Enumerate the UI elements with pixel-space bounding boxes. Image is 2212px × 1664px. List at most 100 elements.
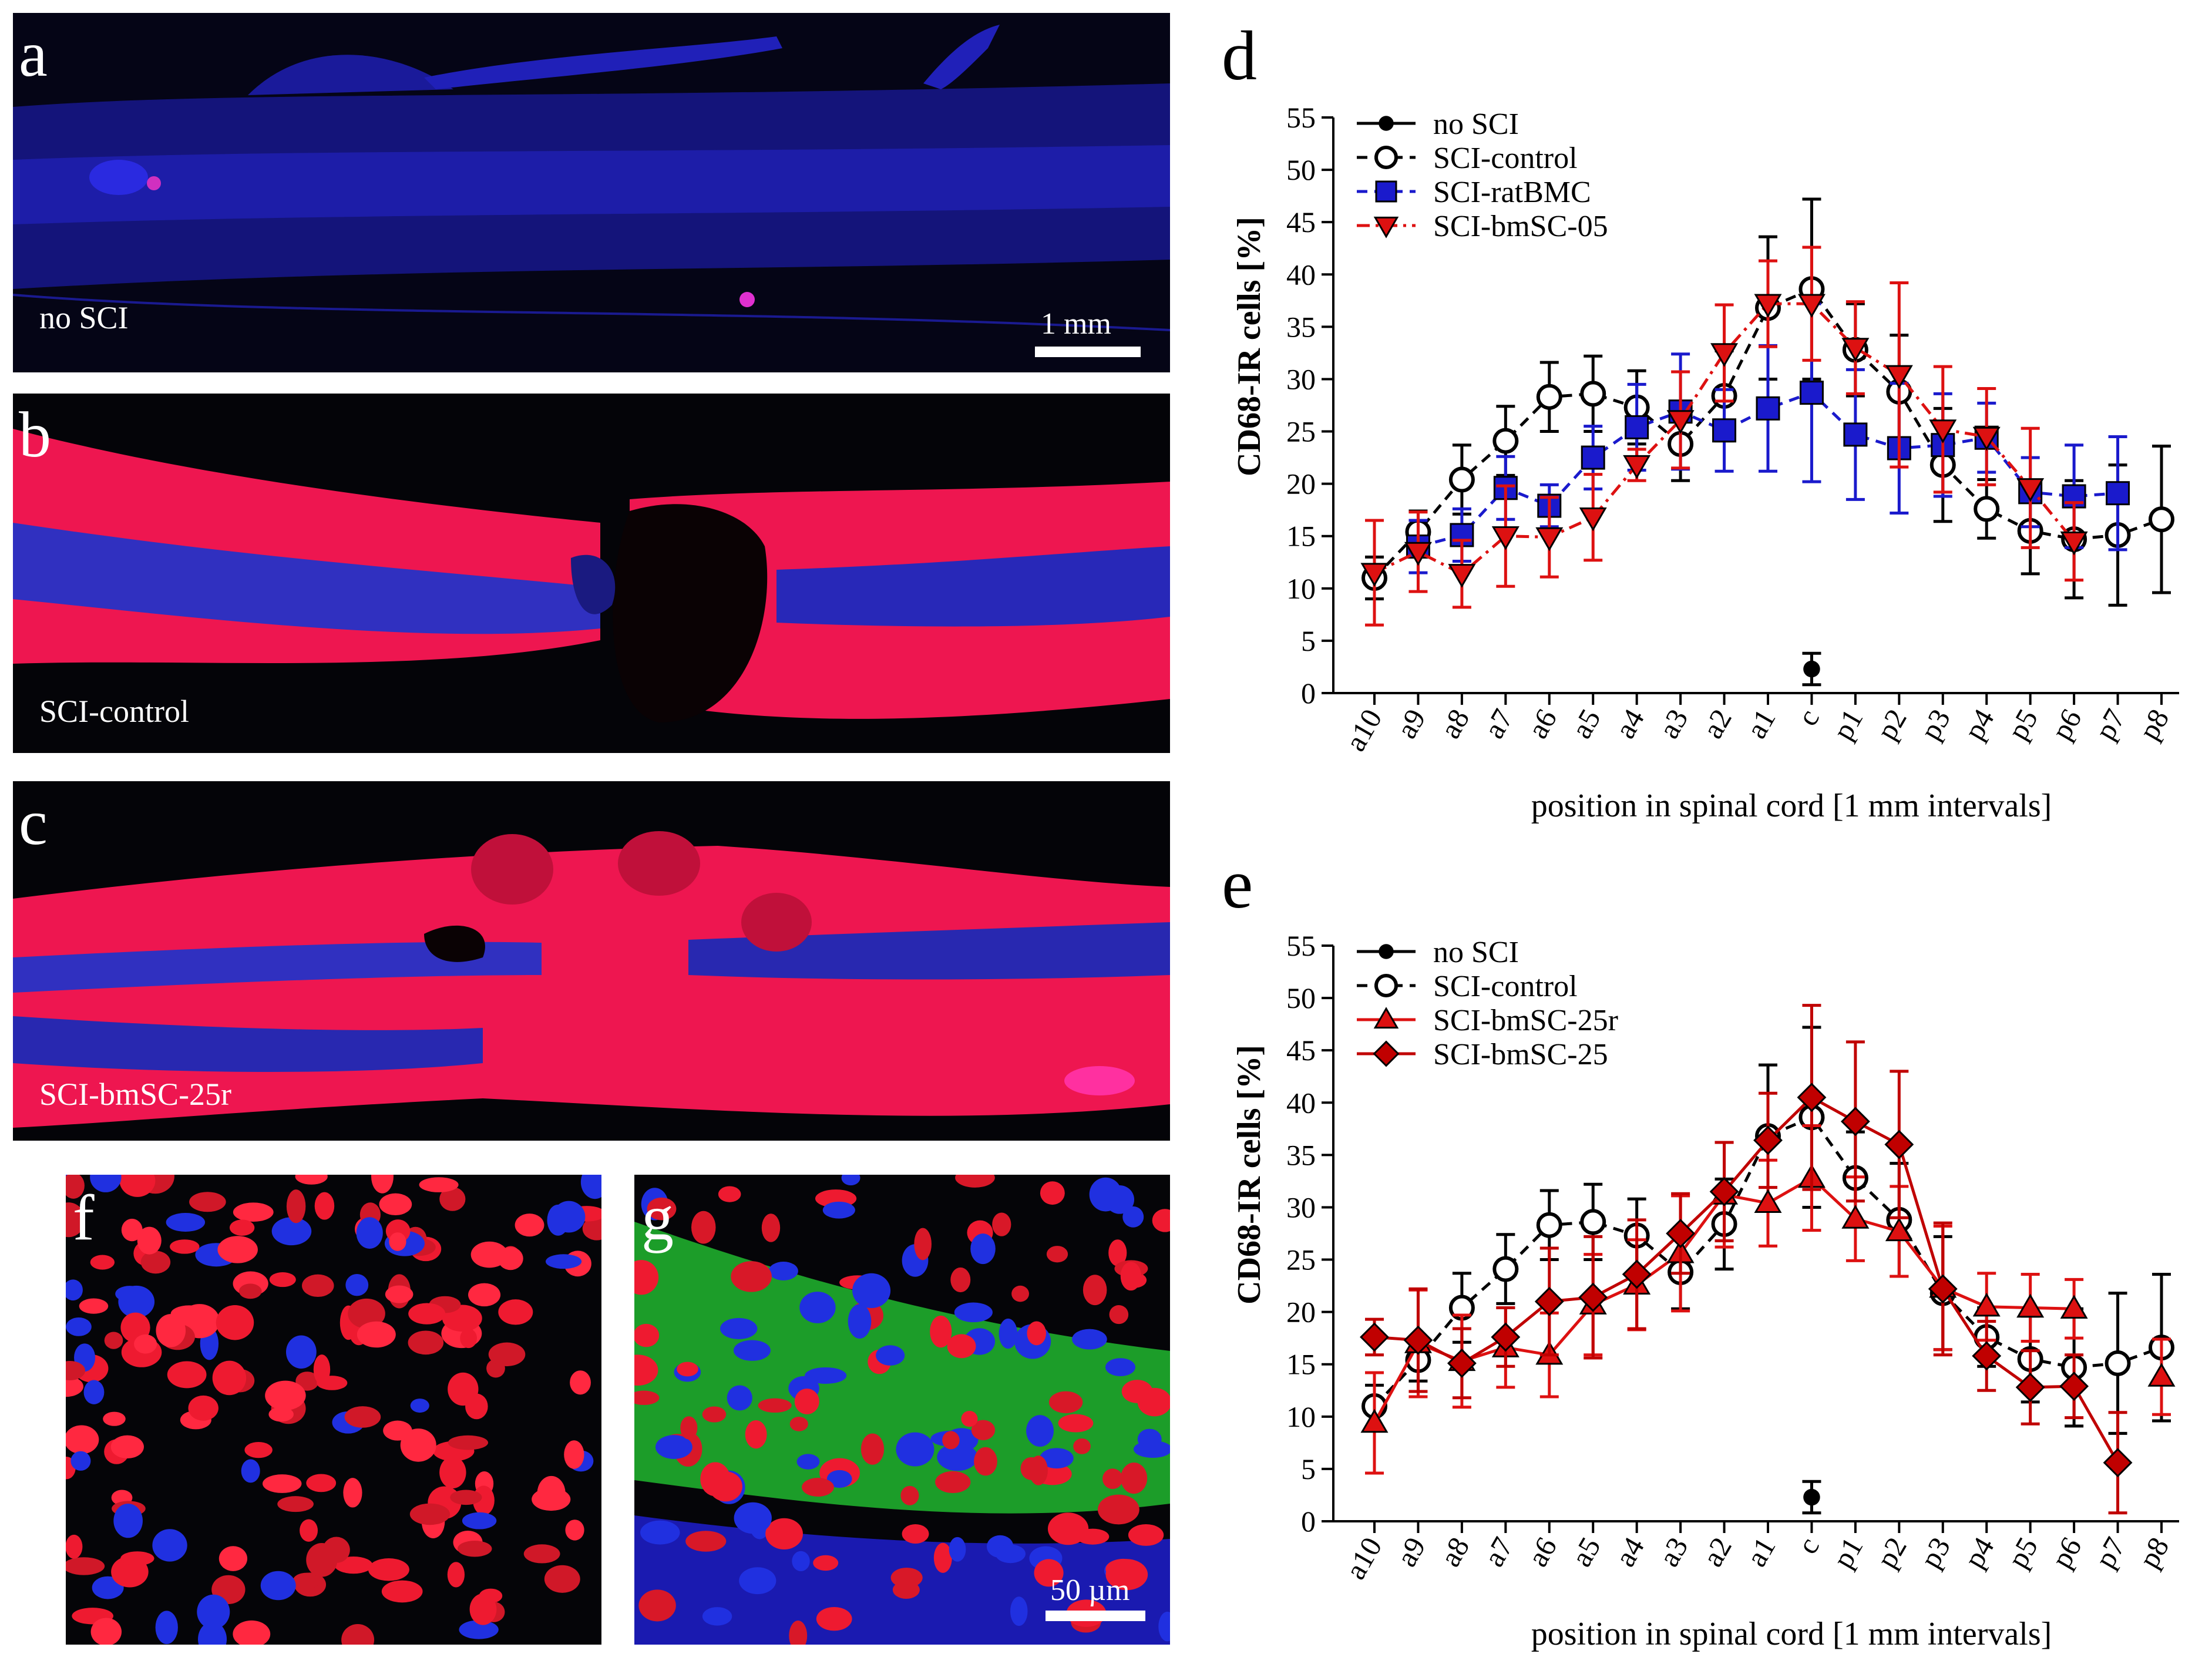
cell-blob (459, 1620, 499, 1639)
cell-blob (462, 1512, 497, 1529)
cell-blob (197, 1594, 230, 1629)
cell-blob (345, 1273, 369, 1296)
cell-blob (638, 1589, 676, 1622)
data-point (1536, 1212, 1562, 1238)
cell-blob (1010, 1596, 1028, 1626)
series-no-sci (1802, 1480, 1821, 1515)
data-point (1360, 1408, 1389, 1433)
cell-blob (634, 1390, 660, 1406)
cell-blob (357, 1321, 396, 1348)
cell-blob (66, 1175, 85, 1199)
x-tick-label: a9 (1390, 704, 1432, 744)
cell-blob (634, 1323, 660, 1347)
legend-marker (1373, 1040, 1400, 1067)
cell-blob (995, 1544, 1026, 1564)
data-point (1623, 455, 1651, 479)
data-point (1928, 1274, 1958, 1304)
cell-blob (1040, 1181, 1065, 1205)
cell-blob (189, 1192, 226, 1212)
cell-blob (70, 1451, 91, 1471)
cell-blob (691, 1211, 716, 1244)
legend-label: SCI-control (1433, 142, 1578, 175)
cell-blob (1105, 1559, 1148, 1591)
cell-blob (1011, 1285, 1029, 1302)
scale-label-a: 1 mm (1041, 307, 1111, 341)
cell-blob (348, 1298, 385, 1329)
y-tick-label: 45 (1286, 1034, 1316, 1067)
cell-blob (954, 1302, 993, 1323)
cell-blob (115, 1286, 144, 1302)
cell-blob (470, 1241, 508, 1268)
cell-blob (1128, 1524, 1164, 1546)
data-point (1797, 294, 1826, 318)
cell-blob (314, 1192, 335, 1220)
legend-label: no SCI (1433, 936, 1519, 969)
cell-blob (582, 1216, 601, 1241)
cell-blob (955, 1175, 995, 1188)
cell-blob (1027, 1321, 1046, 1346)
cell-blob (1105, 1185, 1135, 1214)
y-tick-label: 30 (1286, 362, 1316, 395)
legend-label: SCI-bmSC-25r (1433, 1004, 1618, 1037)
cell-blob (300, 1519, 318, 1542)
data-point (1403, 1325, 1433, 1355)
cell-blob (902, 1524, 929, 1544)
cell-blob (1097, 1494, 1139, 1525)
x-tick-label: a8 (1433, 704, 1475, 744)
cell-blob (677, 1362, 698, 1377)
cell-blob (334, 1556, 373, 1574)
condition-label-c: SCI-bmSC-25r (39, 1077, 232, 1112)
data-point (1754, 1189, 1782, 1213)
y-tick-label: 5 (1301, 1453, 1316, 1485)
cell-blob (826, 1470, 852, 1488)
cell-blob (1083, 1275, 1107, 1306)
cell-blob (120, 1551, 154, 1566)
x-tick-label: c (1790, 1532, 1826, 1559)
cell-blob (468, 1283, 501, 1307)
x-tick-label: p4 (1957, 704, 2000, 745)
cell-blob (896, 1432, 934, 1467)
cell-blob (113, 1503, 143, 1538)
y-tick-label: 20 (1286, 468, 1316, 500)
cell-blob (745, 1420, 767, 1449)
x-tick-label: a5 (1565, 704, 1607, 744)
cell-blob (90, 1175, 122, 1192)
data-point (1753, 1125, 1783, 1155)
x-tick-label: c (1790, 704, 1826, 731)
cell-blob (552, 1201, 586, 1233)
cell-blob (515, 1213, 544, 1237)
legend-entry: no SCI (1357, 107, 1519, 141)
cell-blob (66, 1376, 83, 1397)
cell-blob (356, 1217, 383, 1249)
cell-blob (66, 1425, 99, 1454)
cell-blob (733, 1340, 771, 1361)
legend-entry: SCI-control (1357, 970, 1578, 1003)
x-tick-label: a7 (1477, 704, 1520, 744)
legend-label: SCI-bmSC-25 (1433, 1038, 1608, 1071)
cell-blob (344, 1406, 381, 1428)
cell-blob (950, 1267, 971, 1293)
cell-blob (935, 1471, 971, 1494)
cell-blob (419, 1177, 459, 1192)
cell-blob (794, 1389, 819, 1414)
condition-label-a: no SCI (39, 300, 129, 335)
micrograph-f: f (66, 1175, 601, 1645)
y-tick-label: 40 (1286, 258, 1316, 291)
y-tick-label: 35 (1286, 1138, 1316, 1171)
scale-bar-a (1035, 347, 1141, 357)
cell-blob (937, 1443, 978, 1471)
cell-blob (140, 1250, 171, 1274)
data-point (2060, 1295, 2088, 1319)
legend-label: SCI-ratBMC (1433, 176, 1591, 209)
data-point (1666, 410, 1695, 434)
cell-blob (739, 1567, 776, 1595)
cell-blob (383, 1420, 412, 1441)
x-tick-label: p6 (2045, 704, 2087, 745)
cell-blob (170, 1239, 200, 1254)
cell-blob (702, 1406, 727, 1423)
cell-blob (640, 1520, 680, 1545)
cell-blob (1034, 1559, 1064, 1587)
series-line (1373, 302, 2076, 576)
data-point (2060, 531, 2088, 556)
x-tick-label: p5 (2001, 1532, 2044, 1574)
